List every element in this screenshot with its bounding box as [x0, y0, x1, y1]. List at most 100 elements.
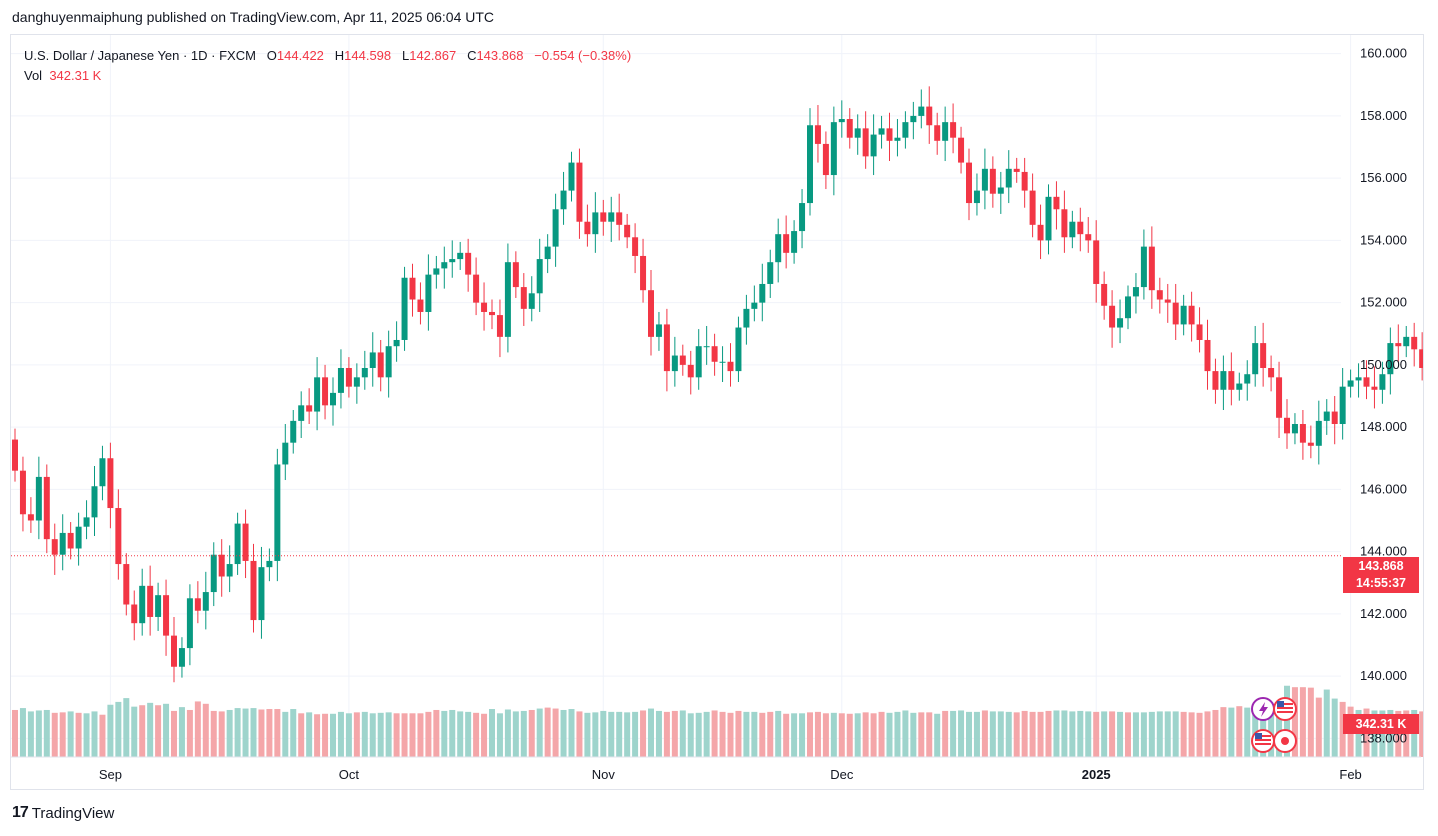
- candle-body: [1323, 411, 1330, 421]
- volume-bar: [1085, 711, 1092, 757]
- candle-body: [369, 352, 376, 368]
- volume-bar: [107, 704, 114, 757]
- candle-body: [1204, 339, 1211, 372]
- candle-body: [1347, 380, 1354, 387]
- volume-bar: [1029, 711, 1036, 757]
- volume-bar: [520, 710, 527, 757]
- caption-text: published on TradingView.com, Apr 11, 20…: [146, 9, 495, 25]
- close-label: C: [467, 48, 477, 63]
- y-tick-label: 140.000: [1360, 668, 1407, 683]
- us-flag-stripe: [1277, 703, 1293, 705]
- candle-body: [234, 523, 241, 565]
- candle-body: [1196, 324, 1203, 340]
- candle-body: [35, 476, 42, 521]
- volume-bar: [846, 713, 853, 757]
- candle-body: [147, 585, 154, 617]
- volume-bar: [290, 709, 297, 757]
- volume-bar: [1188, 712, 1195, 757]
- volume-bar: [353, 712, 360, 757]
- candle-body: [655, 324, 662, 337]
- candle-body: [258, 567, 265, 621]
- volume-bar: [481, 713, 488, 757]
- volume-bar: [12, 709, 18, 757]
- volume-bar: [123, 698, 130, 757]
- volume-bar: [743, 711, 750, 757]
- candle-body: [91, 486, 98, 518]
- volume-bar: [600, 710, 607, 757]
- volume-bar: [99, 714, 106, 757]
- volume-bar: [282, 711, 289, 757]
- volume-bar: [361, 711, 368, 757]
- grid-lines: [11, 35, 1352, 757]
- candle-body: [918, 106, 925, 116]
- volume-bar: [210, 710, 217, 757]
- candle-body: [695, 346, 702, 378]
- candle-body: [306, 405, 313, 412]
- volume-bar: [966, 711, 972, 757]
- candle-body: [1268, 367, 1275, 378]
- candle-body: [401, 277, 408, 340]
- x-tick-label: Oct: [339, 767, 360, 782]
- candle-body: [12, 439, 18, 471]
- candle-body: [115, 508, 122, 565]
- volume-bar: [918, 712, 925, 757]
- volume-bar: [942, 710, 949, 757]
- volume-bar: [695, 712, 702, 757]
- low-value: 142.867: [409, 48, 457, 63]
- volume-label[interactable]: Vol: [24, 68, 43, 83]
- candlestick-chart[interactable]: 160.000 158.000 156.000 154.000 152.000 150.0…: [11, 35, 1423, 789]
- brand-footer[interactable]: 17 TradingView: [12, 804, 114, 822]
- bar-countdown: 14:55:37: [1355, 576, 1407, 590]
- volume-bar: [1021, 710, 1028, 757]
- volume-bar: [91, 711, 98, 757]
- candle-body: [1220, 371, 1227, 390]
- author-name[interactable]: danghuyenmaiphung: [12, 9, 143, 25]
- volume-bar: [608, 711, 615, 757]
- candle-body: [791, 231, 798, 253]
- candle-body: [473, 274, 480, 303]
- candle-body: [1379, 374, 1386, 390]
- volume-bar: [1339, 701, 1346, 757]
- candle-body: [1236, 383, 1243, 390]
- x-axis-ticks: SepOctNovDec2025FebMarApr: [11, 756, 1421, 782]
- candle-body: [878, 128, 885, 135]
- candle-body: [1284, 417, 1290, 434]
- candle-body: [1037, 224, 1044, 241]
- us-flag-canton: [1255, 733, 1262, 739]
- candle-body: [1355, 377, 1362, 381]
- candle-body: [210, 554, 217, 593]
- candle-body: [584, 221, 591, 235]
- volume-bar: [330, 713, 336, 757]
- volume-bar: [1315, 697, 1322, 757]
- volume-bar: [703, 711, 710, 757]
- publication-caption: danghuyenmaiphung published on TradingVi…: [12, 9, 494, 25]
- volume-bar: [973, 711, 980, 757]
- volume-bar: [1037, 711, 1044, 757]
- symbol-title[interactable]: U.S. Dollar / Japanese Yen · 1D · FXCM: [24, 48, 256, 63]
- candle-body: [1085, 234, 1092, 241]
- volume-bar: [1268, 704, 1275, 757]
- candle-body: [1069, 221, 1076, 238]
- y-tick-label: 158.000: [1360, 108, 1407, 123]
- volume-bar: [910, 712, 917, 757]
- volume-bar: [671, 710, 678, 757]
- volume-bar: [51, 712, 58, 757]
- candle-body: [99, 458, 106, 487]
- candle-body: [1164, 299, 1171, 303]
- volume-bar: [306, 712, 313, 757]
- candle-body: [973, 190, 980, 204]
- candle-body: [377, 352, 384, 378]
- candle-body: [1371, 386, 1378, 390]
- chart-legend: U.S. Dollar / Japanese Yen · 1D · FXCM O…: [24, 46, 631, 86]
- candle-body: [19, 470, 26, 515]
- volume-bar: [958, 710, 965, 757]
- candle-body: [981, 168, 988, 191]
- volume-bar: [1093, 711, 1100, 757]
- volume-value: 342.31 K: [49, 68, 102, 83]
- volume-bar: [926, 712, 933, 757]
- candle-body: [799, 203, 806, 232]
- candle-body: [1172, 302, 1179, 325]
- candle-body: [1212, 371, 1219, 390]
- volume-bar: [655, 710, 662, 757]
- ohlc-row: U.S. Dollar / Japanese Yen · 1D · FXCM O…: [24, 46, 631, 66]
